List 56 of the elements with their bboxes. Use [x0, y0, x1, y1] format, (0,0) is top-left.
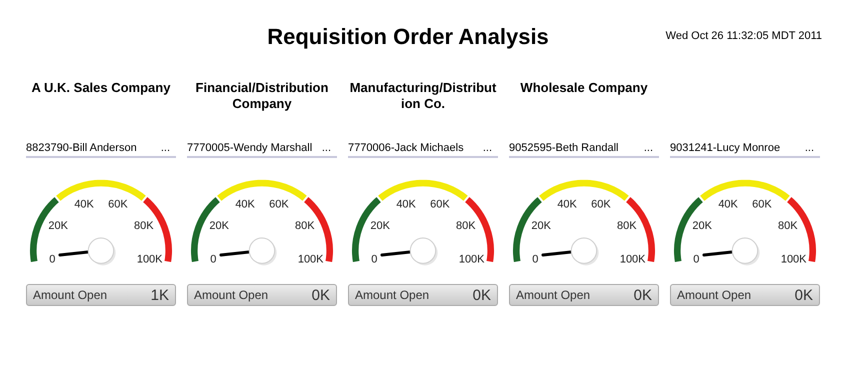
text: 0K: [312, 286, 330, 304]
text: 0: [210, 253, 216, 266]
text: 0: [371, 253, 378, 266]
text: 1K: [150, 286, 169, 304]
text: 60K: [108, 198, 128, 210]
text: Requisition Order Analysis: [267, 24, 549, 49]
text: ...: [644, 142, 653, 154]
chart-title: Manufacturing/Distribution Co.: [348, 80, 498, 113]
text: 0K: [472, 286, 491, 304]
text: 100K: [620, 253, 646, 266]
text: 0: [49, 253, 56, 266]
chart-title: Financial/Distribution Company: [194, 80, 330, 113]
text: 0: [693, 253, 700, 266]
chart-subtitle: 8823790-Bill Anderson: [26, 142, 137, 154]
text: 20K: [692, 220, 713, 232]
text: ...: [482, 142, 492, 154]
text: 100K: [458, 253, 486, 266]
text: 60K: [430, 198, 450, 210]
text: ...: [160, 142, 170, 154]
text: 20K: [48, 220, 69, 232]
text: 20K: [370, 220, 391, 232]
chart-subtitle: 9031241-Lucy Monroe: [670, 142, 780, 154]
text: Amount Open: [33, 288, 108, 302]
chart-subtitle: 9052595-Beth Randall: [509, 142, 618, 154]
chart-title: Wholesale Company: [519, 80, 649, 97]
text: Amount Open: [194, 288, 268, 302]
text: 80K: [617, 220, 638, 232]
text: 60K: [269, 198, 290, 210]
text: 60K: [591, 198, 612, 210]
text: 0K: [634, 286, 652, 304]
text: 60K: [752, 198, 772, 210]
text: 20K: [209, 220, 230, 232]
text: 20K: [531, 220, 552, 232]
text: 100K: [136, 253, 164, 266]
text: 0K: [794, 286, 813, 304]
chart-subtitle: 7770006-Jack Michaels: [348, 142, 464, 154]
text: ...: [322, 142, 331, 154]
text: Amount Open: [355, 288, 430, 302]
text: 40K: [74, 198, 95, 210]
chart-title: A U.K. Sales Company: [30, 80, 172, 97]
text: 80K: [295, 220, 316, 232]
text: 40K: [718, 198, 739, 210]
text: Wed Oct 26 11:32:05 MDT 2011: [666, 30, 822, 42]
text: Amount Open: [516, 288, 590, 302]
text: Amount Open: [677, 288, 752, 302]
text: 80K: [456, 220, 476, 232]
chart-subtitle: 7770005-Wendy Marshall: [187, 142, 312, 154]
text: 80K: [134, 220, 154, 232]
text: 100K: [780, 253, 808, 266]
text: 40K: [557, 198, 578, 210]
text: 80K: [778, 220, 798, 232]
text: 40K: [235, 198, 256, 210]
text: 0: [532, 253, 538, 266]
text: 40K: [396, 198, 417, 210]
text: ...: [804, 142, 814, 154]
text: 100K: [298, 253, 324, 266]
